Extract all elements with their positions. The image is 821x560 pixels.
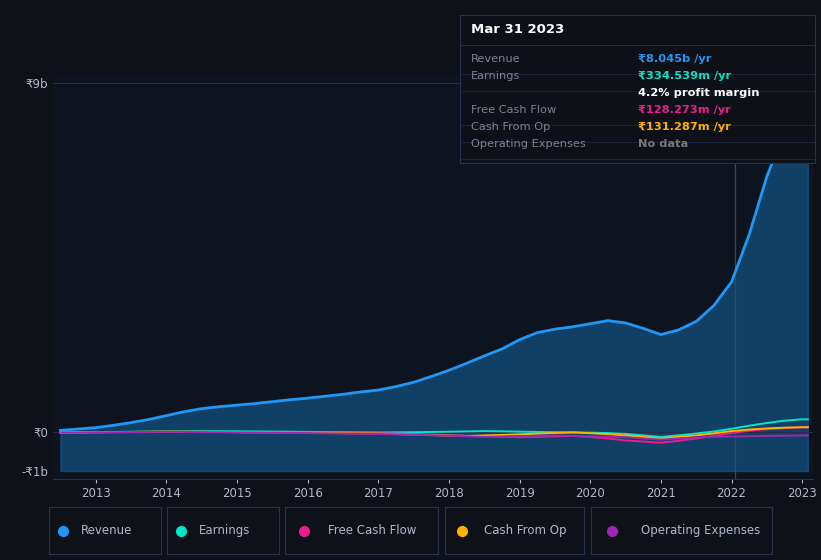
Text: ₹334.539m /yr: ₹334.539m /yr xyxy=(637,72,731,81)
Text: Cash From Op: Cash From Op xyxy=(484,524,566,537)
Text: ₹131.287m /yr: ₹131.287m /yr xyxy=(637,122,731,132)
Text: Earnings: Earnings xyxy=(470,72,520,81)
Text: Revenue: Revenue xyxy=(80,524,132,537)
Text: 4.2% profit margin: 4.2% profit margin xyxy=(637,88,759,99)
Text: ₹128.273m /yr: ₹128.273m /yr xyxy=(637,105,731,115)
Text: Free Cash Flow: Free Cash Flow xyxy=(328,524,416,537)
Text: Free Cash Flow: Free Cash Flow xyxy=(470,105,556,115)
Text: Earnings: Earnings xyxy=(199,524,250,537)
Text: Mar 31 2023: Mar 31 2023 xyxy=(470,24,564,36)
Text: Operating Expenses: Operating Expenses xyxy=(470,139,585,149)
Text: Operating Expenses: Operating Expenses xyxy=(641,524,761,537)
Text: Cash From Op: Cash From Op xyxy=(470,122,550,132)
Text: Revenue: Revenue xyxy=(470,54,521,64)
Text: No data: No data xyxy=(637,139,688,149)
Text: ₹8.045b /yr: ₹8.045b /yr xyxy=(637,54,711,64)
